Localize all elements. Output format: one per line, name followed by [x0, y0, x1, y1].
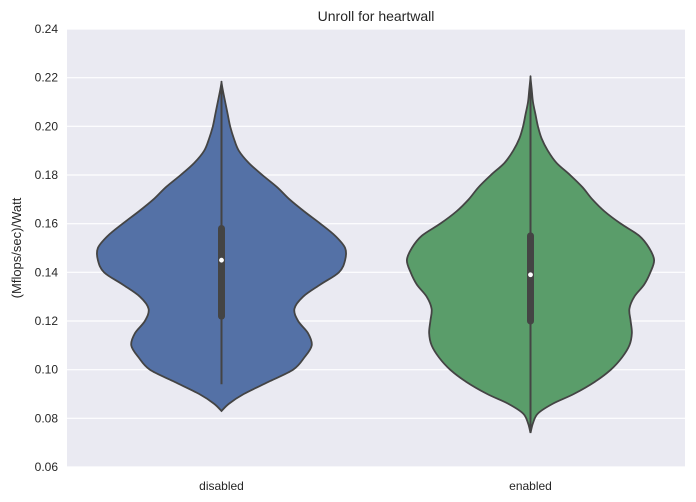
violins: [95, 75, 656, 434]
y-tick-labels: 0.06 0.08 0.10 0.12 0.14 0.16 0.18 0.20 0.22 0.24: [35, 22, 59, 474]
median-point-enabled: [528, 272, 533, 278]
y-tick-label: 0.10: [35, 363, 59, 377]
y-tick-label: 0.08: [35, 411, 59, 425]
y-tick-label: 0.06: [35, 460, 59, 474]
y-tick-label: 0.18: [35, 168, 59, 182]
x-tick-label: enabled: [509, 479, 552, 493]
y-tick-label: 0.20: [35, 119, 59, 133]
y-axis-label: (Mflops/sec)/Watt: [9, 197, 24, 298]
y-tick-label: 0.12: [35, 314, 59, 328]
y-tick-label: 0.24: [35, 22, 59, 36]
x-tick-labels: disabled enabled: [199, 479, 552, 493]
median-point-disabled: [219, 257, 224, 263]
chart-title: Unroll for heartwall: [318, 8, 435, 24]
x-tick-label: disabled: [199, 479, 244, 493]
y-tick-label: 0.14: [35, 265, 59, 279]
y-tick-label: 0.16: [35, 217, 59, 231]
y-tick-label: 0.22: [35, 71, 59, 85]
